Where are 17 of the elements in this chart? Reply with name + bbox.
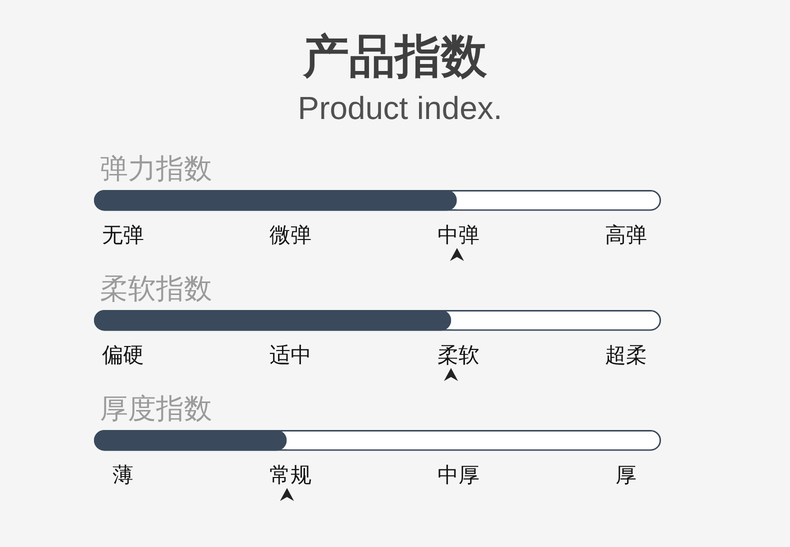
text: 超柔 — [605, 342, 647, 366]
text: Product index. — [298, 89, 502, 128]
chart-title: 厚度指数 — [100, 392, 212, 426]
chart-title: 弹力指数 — [100, 152, 212, 186]
chart-title: 柔软指数 — [100, 272, 212, 306]
text: 柔软 — [437, 342, 480, 366]
text: 产品指数 — [303, 28, 487, 85]
text: 微弹 — [270, 222, 312, 246]
text: 适中 — [270, 342, 312, 366]
text: 无弹 — [102, 222, 144, 246]
text: 中厚 — [437, 462, 480, 486]
text: 中弹 — [437, 222, 480, 246]
text: 薄 — [112, 462, 134, 486]
text: 厚 — [616, 462, 636, 486]
text: 常规 — [270, 462, 312, 486]
text: 偏硬 — [102, 342, 144, 366]
text: 高弹 — [605, 222, 647, 246]
